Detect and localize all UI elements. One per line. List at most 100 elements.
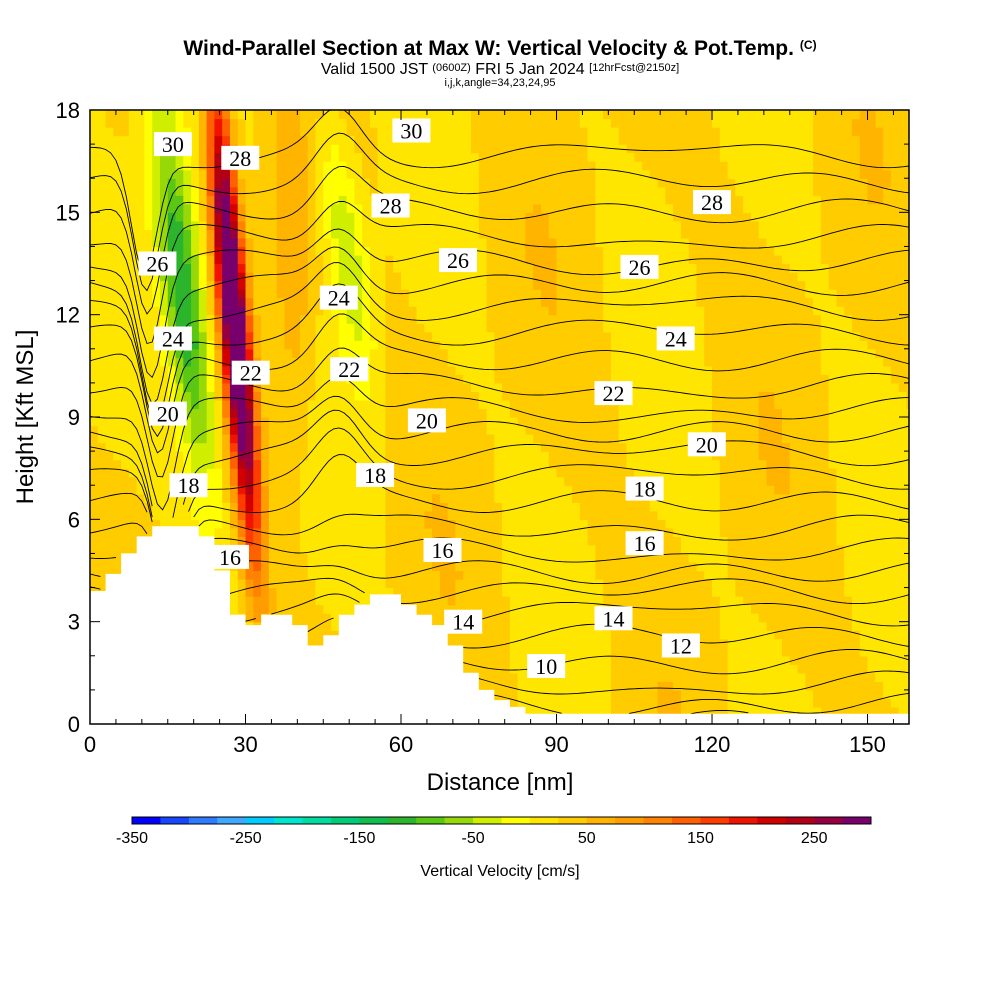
field-cell <box>439 280 449 290</box>
field-cell <box>587 144 596 154</box>
field-cell <box>587 647 596 657</box>
field-cell <box>284 391 293 401</box>
field-cell <box>533 357 542 367</box>
field-cell <box>268 220 278 230</box>
field-cell <box>416 519 425 529</box>
field-cell <box>509 638 519 648</box>
field-cell <box>245 110 254 120</box>
field-cell <box>486 519 495 529</box>
field-cell <box>214 110 223 120</box>
field-cell <box>517 161 527 171</box>
field-cell <box>377 365 387 375</box>
field-cell <box>90 323 99 333</box>
field-cell <box>432 289 441 299</box>
field-cell <box>525 340 534 350</box>
field-cell <box>603 203 612 213</box>
field-cell <box>175 263 184 273</box>
field-cell <box>424 161 433 171</box>
field-cell <box>362 186 371 196</box>
field-cell <box>572 596 581 606</box>
field-cell <box>556 254 565 265</box>
field-cell <box>494 451 503 461</box>
field-cell <box>214 510 223 520</box>
field-cell <box>478 169 488 179</box>
field-cell <box>478 118 488 128</box>
field-cell <box>214 229 223 239</box>
field-cell <box>315 314 324 324</box>
field-cell <box>385 442 394 452</box>
field-cell <box>494 425 503 435</box>
field-cell <box>159 280 169 290</box>
field-cell <box>284 365 293 375</box>
field-cell <box>276 485 285 495</box>
field-cell <box>105 246 114 256</box>
field-cell <box>533 621 542 631</box>
field-cell <box>556 263 565 273</box>
field-cell <box>525 272 534 282</box>
field-cell <box>377 110 387 120</box>
field-cell <box>494 127 503 137</box>
field-cell <box>299 289 309 299</box>
field-cell <box>121 306 130 316</box>
field-cell <box>564 485 573 495</box>
field-cell <box>268 434 278 444</box>
field-cell <box>416 220 425 230</box>
field-cell <box>97 399 107 410</box>
field-cell <box>502 570 511 580</box>
field-cell <box>136 425 146 435</box>
field-cell <box>595 195 604 205</box>
field-cell <box>564 638 573 648</box>
field-cell <box>144 348 153 358</box>
field-cell <box>307 476 317 486</box>
field-cell <box>315 451 324 461</box>
field-cell <box>198 237 208 248</box>
field-cell <box>276 263 285 273</box>
field-cell <box>595 306 604 316</box>
field-cell <box>610 169 620 179</box>
field-cell <box>494 485 503 495</box>
field-cell <box>323 254 332 265</box>
field-cell <box>121 510 130 520</box>
field-cell <box>416 476 425 486</box>
field-cell <box>284 561 293 572</box>
field-cell <box>572 493 581 503</box>
field-cell <box>470 510 480 520</box>
field-cell <box>346 493 355 503</box>
field-cell <box>354 502 363 512</box>
field-cell <box>509 408 519 418</box>
field-cell <box>299 306 309 316</box>
field-cell <box>540 323 550 333</box>
field-cell <box>610 698 620 708</box>
field-cell <box>113 254 122 265</box>
field-cell <box>97 502 107 512</box>
field-cell <box>478 331 488 341</box>
field-cell <box>540 229 550 239</box>
field-cell <box>517 425 527 435</box>
field-cell <box>331 263 340 273</box>
field-cell <box>206 212 216 222</box>
field-cell <box>595 638 604 648</box>
field-cell <box>338 476 348 486</box>
field-cell <box>595 655 604 665</box>
field-cell <box>90 374 99 384</box>
field-cell <box>517 689 527 700</box>
field-cell <box>478 127 488 137</box>
field-cell <box>401 280 410 290</box>
field-cell <box>455 468 464 478</box>
field-cell <box>191 169 200 179</box>
field-cell <box>299 382 309 393</box>
field-cell <box>533 613 542 623</box>
field-cell <box>276 604 285 614</box>
field-cell <box>245 237 254 248</box>
field-cell <box>268 272 278 282</box>
field-cell <box>276 186 285 196</box>
field-cell <box>214 289 223 299</box>
field-cell <box>478 135 488 145</box>
field-cell <box>144 297 153 307</box>
field-cell <box>564 280 573 290</box>
field-cell <box>595 272 604 282</box>
field-cell <box>478 161 488 171</box>
field-cell <box>222 365 231 375</box>
field-cell <box>152 391 161 401</box>
field-cell <box>408 553 418 563</box>
